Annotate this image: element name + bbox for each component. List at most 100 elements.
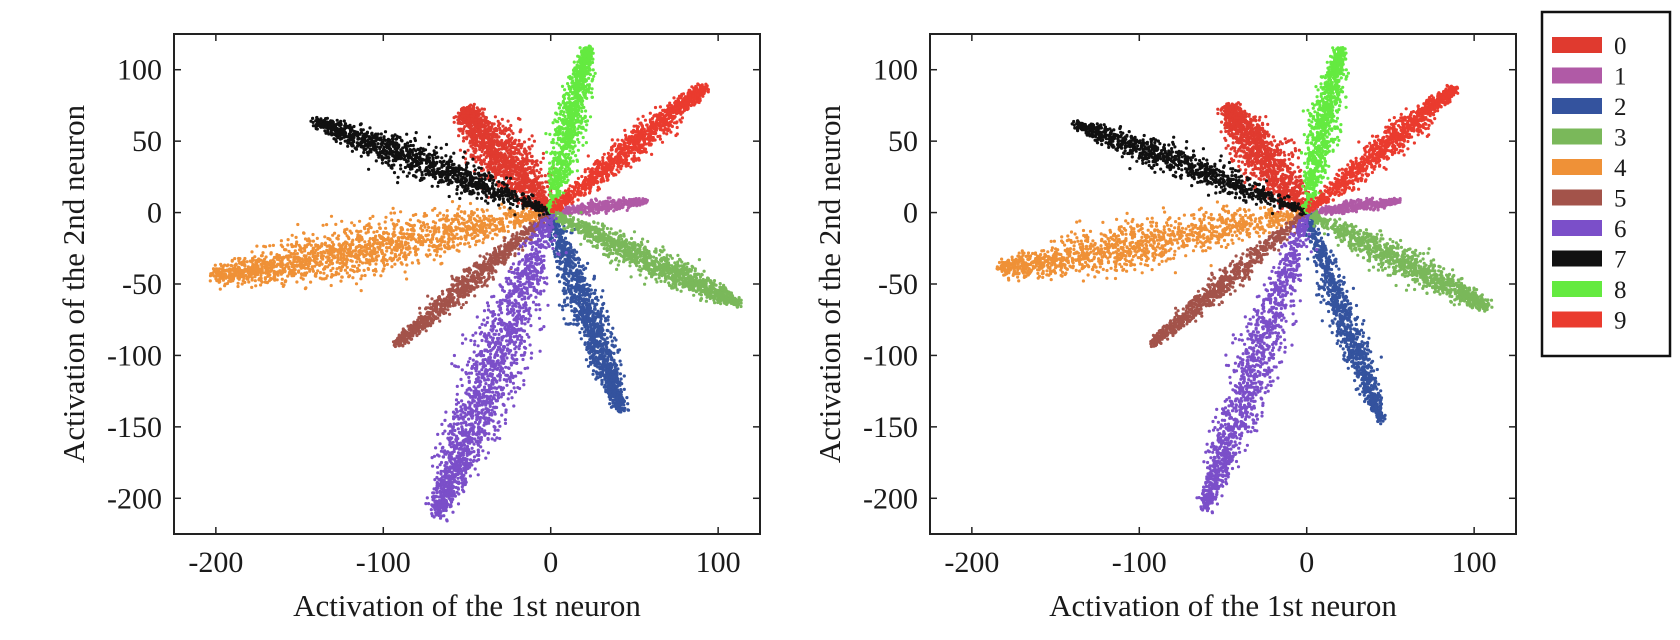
data-point — [678, 257, 682, 261]
data-point — [442, 213, 446, 217]
data-point — [629, 275, 633, 279]
data-point — [685, 265, 689, 269]
data-point — [587, 208, 592, 212]
data-point — [579, 208, 583, 212]
data-point — [631, 258, 636, 262]
data-point — [594, 350, 598, 354]
data-point — [610, 375, 614, 380]
data-point — [690, 264, 694, 268]
data-point — [535, 162, 539, 166]
data-point — [589, 349, 593, 353]
data-point — [730, 293, 734, 297]
data-point — [568, 214, 572, 218]
data-point — [684, 282, 688, 286]
data-point — [468, 140, 472, 144]
data-point — [532, 170, 536, 174]
data-point — [565, 259, 569, 263]
data-point — [587, 222, 591, 226]
data-point — [585, 206, 589, 210]
data-point — [506, 119, 510, 123]
data-point — [501, 160, 505, 164]
data-point — [609, 240, 613, 245]
data-point — [539, 167, 543, 171]
data-point — [598, 234, 602, 238]
data-point — [610, 339, 614, 343]
data-point — [430, 226, 434, 230]
data-point — [611, 232, 615, 236]
data-point — [456, 121, 460, 125]
data-point — [615, 374, 619, 378]
data-point — [519, 128, 523, 132]
data-point — [716, 300, 720, 305]
data-point — [605, 226, 610, 231]
data-point — [542, 186, 546, 190]
data-point — [648, 253, 652, 257]
data-point — [480, 124, 484, 128]
data-point — [618, 372, 623, 376]
data-point — [585, 282, 589, 286]
data-point — [469, 135, 473, 139]
data-point — [561, 289, 565, 293]
data-point — [529, 182, 534, 186]
data-point — [494, 174, 498, 179]
data-point — [577, 316, 582, 321]
data-point — [487, 140, 491, 144]
scatter-points — [208, 44, 743, 523]
data-point — [500, 117, 504, 121]
data-point — [610, 358, 614, 362]
data-point — [512, 163, 517, 167]
data-point — [594, 239, 599, 243]
data-point — [457, 134, 461, 138]
data-point — [543, 174, 547, 178]
data-point — [504, 166, 508, 170]
data-point — [575, 287, 579, 291]
data-point — [662, 256, 666, 260]
data-point — [679, 289, 683, 293]
data-point — [499, 166, 503, 170]
data-point — [600, 378, 604, 382]
data-point — [511, 156, 515, 160]
data-point — [620, 249, 624, 253]
data-point — [508, 168, 513, 172]
data-point — [604, 210, 608, 214]
data-point — [465, 137, 469, 141]
data-point — [609, 331, 613, 335]
data-point — [475, 134, 479, 139]
data-point — [573, 271, 577, 275]
data-point — [509, 186, 514, 191]
data-point — [557, 235, 561, 240]
data-point — [567, 273, 571, 277]
data-point — [506, 127, 511, 132]
data-point — [469, 144, 473, 148]
data-point — [599, 307, 603, 311]
data-point — [682, 263, 686, 267]
data-point — [474, 118, 478, 122]
data-point — [670, 256, 674, 260]
data-point — [640, 267, 644, 271]
data-point — [495, 168, 499, 172]
data-point — [534, 159, 538, 163]
data-point — [452, 120, 456, 124]
data-point — [556, 259, 560, 263]
data-point — [259, 273, 263, 278]
data-point — [476, 155, 480, 159]
data-point — [564, 242, 569, 246]
data-point — [541, 156, 545, 160]
data-point — [479, 120, 483, 124]
data-point — [492, 127, 497, 131]
data-point — [637, 243, 641, 248]
data-point — [581, 293, 585, 297]
data-point — [716, 289, 720, 293]
data-point — [619, 377, 623, 381]
data-point — [208, 279, 212, 283]
data-point — [280, 277, 284, 281]
data-point — [688, 277, 692, 281]
data-point — [608, 390, 612, 394]
data-point — [606, 364, 610, 368]
data-point — [573, 310, 577, 314]
data-point — [598, 231, 602, 235]
data-point — [612, 199, 616, 203]
data-point — [368, 216, 372, 221]
data-point — [586, 330, 590, 334]
data-point — [355, 260, 359, 264]
